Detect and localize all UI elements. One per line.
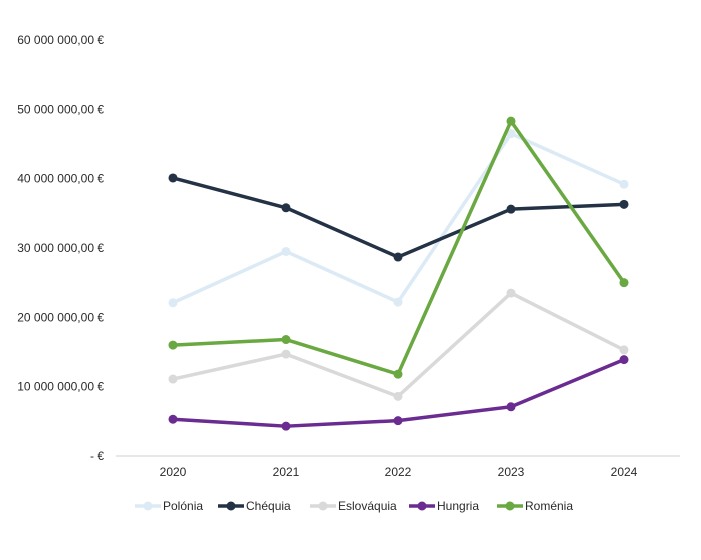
legend: Polónia Chéquia Eslováquia Hungria Roménia — [135, 499, 573, 513]
legend-item: Eslováquia — [310, 499, 397, 513]
data-point — [506, 116, 516, 126]
legend-label: Hungria — [437, 499, 479, 513]
data-point — [281, 335, 291, 345]
x-axis-ticks: 2020 2021 2022 2023 2024 — [160, 465, 638, 479]
legend-label: Polónia — [163, 499, 203, 513]
data-point — [619, 199, 629, 209]
legend-swatch-marker — [226, 501, 236, 511]
legend-swatch-marker — [417, 501, 427, 511]
data-point — [168, 340, 178, 350]
y-tick-label: 30 000 000,00 € — [17, 241, 104, 255]
legend-item: Chéquia — [218, 499, 291, 513]
x-tick-label: 2022 — [385, 465, 412, 479]
legend-swatch-marker — [505, 501, 515, 511]
series-line — [171, 119, 626, 376]
data-point — [393, 416, 403, 426]
legend-swatch-marker — [318, 501, 328, 511]
series-line — [171, 291, 626, 399]
legend-label: Chéquia — [246, 499, 291, 513]
y-tick-label: 60 000 000,00 € — [17, 33, 104, 47]
legend-item: Polónia — [135, 499, 203, 513]
data-point — [281, 203, 291, 213]
data-point — [619, 345, 629, 355]
data-point — [393, 369, 403, 379]
series-polónia — [168, 129, 629, 308]
series-chéquia — [168, 173, 629, 262]
series-line — [171, 131, 626, 305]
data-point — [168, 414, 178, 424]
data-point — [281, 349, 291, 359]
legend-swatch-marker — [143, 501, 153, 511]
x-tick-label: 2023 — [498, 465, 525, 479]
y-tick-label: 50 000 000,00 € — [17, 102, 104, 116]
data-point — [619, 278, 629, 288]
data-point — [506, 204, 516, 214]
data-point — [168, 173, 178, 183]
data-point — [281, 421, 291, 431]
y-tick-label: 10 000 000,00 € — [17, 380, 104, 394]
data-point — [506, 402, 516, 412]
y-axis-ticks: - € 10 000 000,00 € 20 000 000,00 € 30 000 … — [17, 33, 104, 463]
data-point — [506, 129, 516, 139]
data-point — [393, 297, 403, 307]
data-point — [393, 252, 403, 262]
legend-label: Roménia — [525, 499, 573, 513]
legend-item: Hungria — [409, 499, 479, 513]
data-point — [619, 355, 629, 365]
y-tick-label: - € — [90, 449, 104, 463]
legend-label: Eslováquia — [338, 499, 397, 513]
series-line — [171, 176, 626, 259]
x-tick-label: 2024 — [611, 465, 638, 479]
data-point — [393, 391, 403, 401]
series-roménia — [168, 116, 629, 379]
series-lines — [168, 116, 629, 431]
x-tick-label: 2020 — [160, 465, 187, 479]
data-point — [281, 246, 291, 256]
y-tick-label: 40 000 000,00 € — [17, 172, 104, 186]
data-point — [168, 298, 178, 308]
data-point — [506, 288, 516, 298]
data-point — [619, 179, 629, 189]
data-point — [168, 374, 178, 384]
x-tick-label: 2021 — [273, 465, 300, 479]
series-eslováquia — [168, 288, 629, 401]
series-hungria — [168, 355, 629, 431]
legend-item: Roménia — [497, 499, 573, 513]
y-tick-label: 20 000 000,00 € — [17, 310, 104, 324]
